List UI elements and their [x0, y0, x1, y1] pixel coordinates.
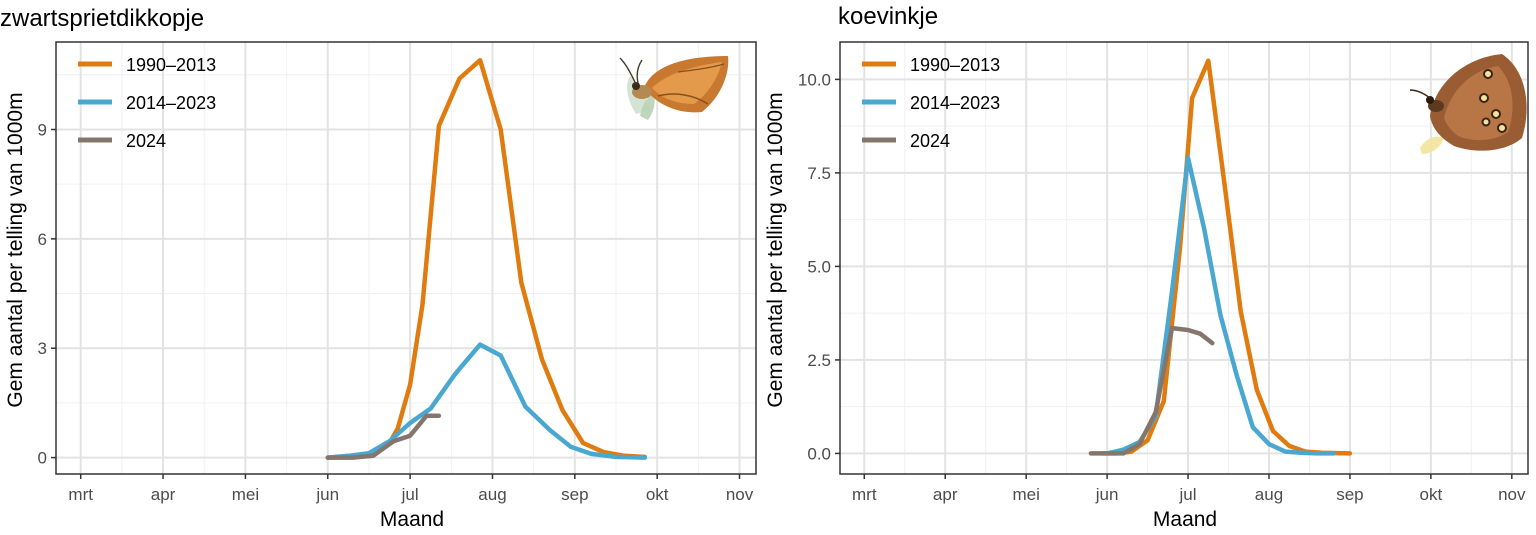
y-axis-label-left: Gem aantal per telling van 1000m: [4, 92, 27, 407]
legend-label: 1990–2013: [126, 55, 216, 75]
butterfly-skipper-image: [619, 56, 729, 120]
y-axis-label-right: Gem aantal per telling van 1000m: [764, 92, 787, 407]
x-tick-label: apr: [151, 485, 176, 504]
y-tick-label: 3: [38, 339, 47, 358]
legend-label: 2014–2023: [910, 93, 1000, 113]
x-tick-label: jun: [315, 485, 339, 504]
plot-border: [55, 41, 757, 475]
butterfly-ringlet-image: [1409, 54, 1527, 154]
x-tick-label: nov: [1498, 485, 1526, 504]
legend: 1990–2013 2014–2023 2024: [78, 55, 216, 151]
y-tick-label: 2.5: [807, 351, 831, 370]
x-axis-label-right: Maand: [1153, 508, 1217, 530]
x-tick-label: sep: [561, 485, 588, 504]
x-tick-label: mei: [1012, 485, 1039, 504]
x-tick-label: aug: [1255, 485, 1283, 504]
y-tick-label: 7.5: [807, 164, 831, 183]
legend-label: 2014–2023: [126, 93, 216, 113]
x-tick-label: jun: [1095, 485, 1119, 504]
plot-border: [839, 41, 1529, 475]
series-line-1: [325, 342, 648, 460]
x-tick-label: apr: [933, 485, 958, 504]
plot-area: [840, 42, 1528, 474]
y-tick-label: 0: [38, 449, 47, 468]
legend-label: 2024: [910, 131, 950, 151]
y-tick-label: 5.0: [807, 257, 831, 276]
chart-title-right: koevinkje: [838, 3, 938, 30]
x-tick-label: jul: [401, 485, 419, 504]
x-axis-label-left: Maand: [380, 508, 444, 530]
legend-label: 1990–2013: [910, 55, 1000, 75]
chart-panel-left: mrt apr mei jun jul aug sep okt nov 0 3 6 9 1990–2013…: [38, 41, 757, 504]
y-tick-label: 10.0: [798, 70, 831, 89]
x-tick-label: mrt: [68, 485, 93, 504]
y-tick-label: 6: [38, 230, 47, 249]
x-tick-label: okt: [1420, 485, 1443, 504]
x-tick-label: mei: [232, 485, 259, 504]
y-tick-label: 9: [38, 120, 47, 139]
series-line-2: [1088, 325, 1215, 456]
legend: 1990–2013 2014–2023 2024: [862, 55, 1000, 151]
legend-label: 2024: [126, 131, 166, 151]
x-tick-label: okt: [646, 485, 669, 504]
x-tick-label: jul: [1179, 485, 1197, 504]
x-tick-label: sep: [1336, 485, 1363, 504]
x-tick-label: mrt: [852, 485, 877, 504]
series-line-2: [325, 413, 442, 460]
x-tick-label: aug: [478, 485, 506, 504]
chart-title-left: zwartsprietdikkopje: [0, 5, 204, 32]
chart-panel-right: mrt apr mei jun jul aug sep okt nov 0.0 2.5 5.0 7.5 1…: [798, 41, 1529, 504]
x-tick-label: nov: [726, 485, 754, 504]
y-tick-label: 0.0: [807, 444, 831, 463]
